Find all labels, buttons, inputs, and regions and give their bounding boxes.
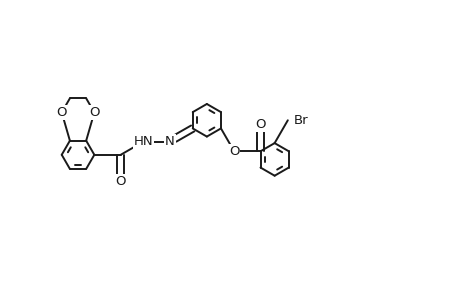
Text: O: O [115, 175, 126, 188]
Text: N: N [165, 135, 174, 148]
Text: O: O [229, 145, 239, 158]
Text: HN: HN [134, 135, 153, 148]
Text: O: O [56, 106, 67, 119]
Text: O: O [89, 106, 99, 119]
Text: Br: Br [293, 114, 308, 127]
Text: O: O [255, 118, 265, 131]
